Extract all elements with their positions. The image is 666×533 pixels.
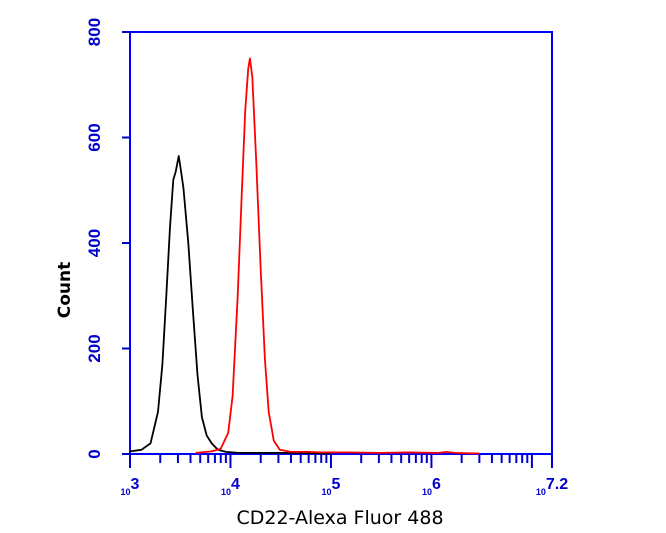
series-line-red bbox=[195, 57, 480, 455]
x-tick-label: 107.2 bbox=[536, 476, 568, 497]
x-tick-label: 106 bbox=[422, 476, 441, 497]
x-axis-label: CD22-Alexa Fluor 488 bbox=[236, 507, 443, 529]
x-tick-label: 103 bbox=[121, 476, 140, 497]
x-axis-ticks: 103 104 105 106 107.2 bbox=[121, 454, 568, 497]
y-tick-label: 400 bbox=[85, 229, 104, 257]
x-tick-label: 105 bbox=[321, 476, 340, 497]
plot-frame bbox=[129, 31, 553, 455]
x-tick-label: 104 bbox=[221, 476, 240, 497]
y-tick-label: 0 bbox=[85, 449, 104, 458]
y-tick-label: 600 bbox=[85, 123, 104, 151]
y-tick-label: 200 bbox=[85, 334, 104, 362]
histogram-series bbox=[129, 57, 480, 455]
y-axis-ticks: 0 200 400 600 800 bbox=[85, 18, 130, 459]
series-line-black bbox=[129, 155, 332, 455]
y-tick-label: 800 bbox=[85, 18, 104, 46]
y-axis-label: Count bbox=[55, 262, 75, 319]
